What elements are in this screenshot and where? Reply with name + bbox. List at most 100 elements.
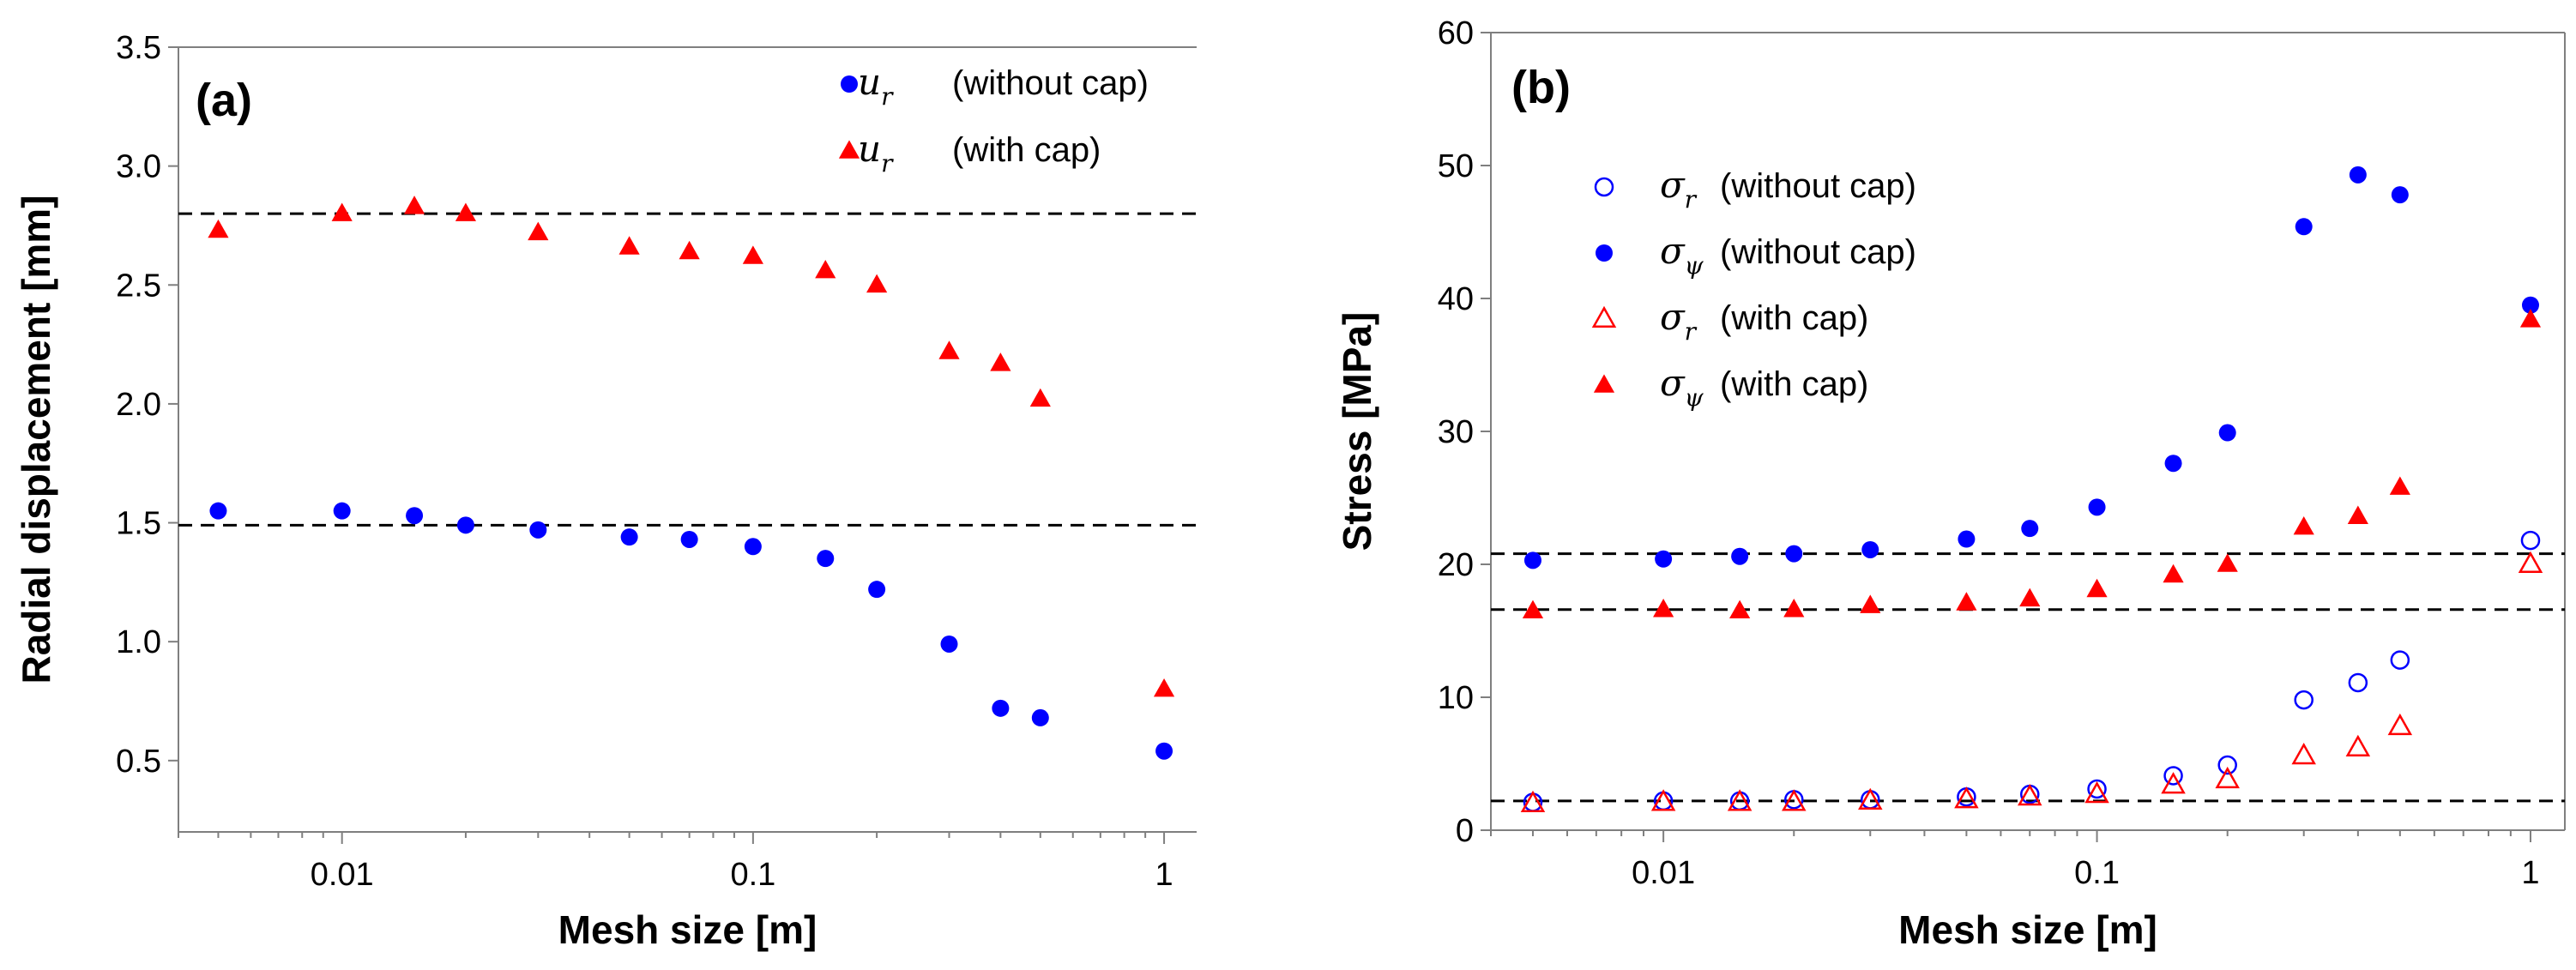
y-tick-label: 60 <box>1438 15 1474 51</box>
data-point <box>2349 166 2367 184</box>
data-point <box>1031 708 1049 726</box>
legend-symbol: u <box>858 128 881 170</box>
series-0 <box>1523 530 2541 812</box>
data-point <box>2521 296 2539 314</box>
data-point <box>2021 520 2039 538</box>
data-point <box>406 507 424 525</box>
legend-text: (with cap) <box>952 131 1101 169</box>
data-point <box>940 635 958 653</box>
data-point <box>331 202 353 221</box>
legend-text: (with cap) <box>1720 299 1868 337</box>
data-point <box>2294 690 2314 710</box>
x-axis-label: Mesh size [m] <box>1898 907 2157 952</box>
legend-label: σr (without cap) <box>1660 164 1916 214</box>
chart-panel-a: 0.5 1.0 1.5 2.0 2.5 3.0 3.5 0.01 0.1 1 Mesh size [… <box>14 30 1197 952</box>
legend-label: σr (with cap) <box>1660 296 1868 346</box>
data-point <box>679 240 700 260</box>
data-point <box>620 528 638 546</box>
legend-symbol: u <box>858 61 881 103</box>
series-2 <box>1520 551 2543 813</box>
data-point <box>208 219 229 238</box>
data-point <box>2291 743 2316 765</box>
data-point <box>2347 505 2368 524</box>
data-point <box>403 196 425 214</box>
legend-subscript: ψ <box>1685 383 1704 412</box>
data-point <box>1029 388 1051 407</box>
data-point <box>2215 766 2240 789</box>
legend-marker <box>838 140 860 159</box>
data-point <box>1155 742 1173 760</box>
data-point <box>1731 547 1749 565</box>
y-tick-label: 10 <box>1438 680 1474 716</box>
data-point <box>2163 563 2184 583</box>
legend-symbol: σ <box>1660 164 1686 206</box>
data-point <box>2084 780 2109 804</box>
data-point <box>938 340 960 359</box>
data-point <box>2217 755 2237 775</box>
data-point <box>2518 551 2543 574</box>
data-point <box>1783 599 1805 618</box>
data-point <box>333 502 351 520</box>
legend-item: ur (without cap) <box>841 61 1149 111</box>
data-point <box>2087 779 2107 799</box>
x-axis-label: Mesh size [m] <box>558 907 817 952</box>
legend-item: σr (without cap) <box>1594 164 1916 214</box>
y-tick-label: 3.5 <box>116 30 161 66</box>
data-point <box>2345 734 2371 756</box>
legend-item: σψ (with cap) <box>1593 362 1868 412</box>
x-tick-label: 0.01 <box>1632 855 1695 891</box>
data-point <box>1782 789 1807 811</box>
data-point <box>2217 553 2238 572</box>
data-point <box>1858 787 1883 810</box>
data-point <box>2390 650 2410 670</box>
legend-text: (without cap) <box>1720 233 1916 271</box>
x-tick-label: 0.01 <box>311 857 374 893</box>
data-point <box>817 550 835 568</box>
data-point <box>1860 594 1881 613</box>
data-point <box>2295 218 2313 236</box>
y-tick-label: 2.5 <box>116 268 161 304</box>
y-tick-label: 0.5 <box>116 744 161 780</box>
legend-symbol: σ <box>1660 296 1686 338</box>
legend-subscript: r <box>881 149 894 178</box>
data-point <box>529 521 547 539</box>
legend-label: σψ (without cap) <box>1660 230 1916 280</box>
data-point <box>815 259 836 279</box>
legend-subscript: r <box>1685 185 1698 214</box>
y-axis-label: Radial displacement [mm] <box>14 195 58 684</box>
data-point <box>866 274 888 293</box>
y-tick-label: 20 <box>1438 547 1474 583</box>
y-tick-label: 2.0 <box>116 387 161 423</box>
series-1 <box>1523 166 2539 569</box>
data-point <box>209 502 227 520</box>
legend-subscript: r <box>1685 317 1698 346</box>
data-point <box>2163 766 2183 786</box>
data-point <box>1785 545 1803 563</box>
data-point <box>1650 789 1676 811</box>
data-point <box>1861 540 1879 558</box>
y-tick-label: 1.0 <box>116 624 161 660</box>
data-point <box>2086 578 2108 598</box>
legend-marker <box>841 75 858 93</box>
data-point <box>742 245 763 264</box>
data-point <box>2391 186 2409 204</box>
x-tick-label: 1 <box>2521 855 2539 891</box>
y-tick-label: 50 <box>1438 148 1474 184</box>
legend-text: (without cap) <box>952 64 1149 102</box>
data-point <box>744 538 762 556</box>
data-point <box>868 581 886 599</box>
data-point <box>2387 713 2413 736</box>
y-tick-label: 3.0 <box>116 149 161 185</box>
legend: σr (without cap)σψ (without cap)σr (with ca… <box>1591 164 1916 412</box>
legend-marker <box>1594 177 1614 197</box>
x-tick-label: 0.1 <box>730 857 775 893</box>
data-point <box>1957 787 1976 807</box>
data-point <box>1520 790 1546 813</box>
data-point <box>2161 772 2186 794</box>
data-point <box>2218 424 2236 442</box>
legend-subscript: ψ <box>1685 251 1704 280</box>
series-1 <box>208 196 1175 697</box>
data-point <box>2348 672 2368 693</box>
data-point <box>680 530 698 548</box>
